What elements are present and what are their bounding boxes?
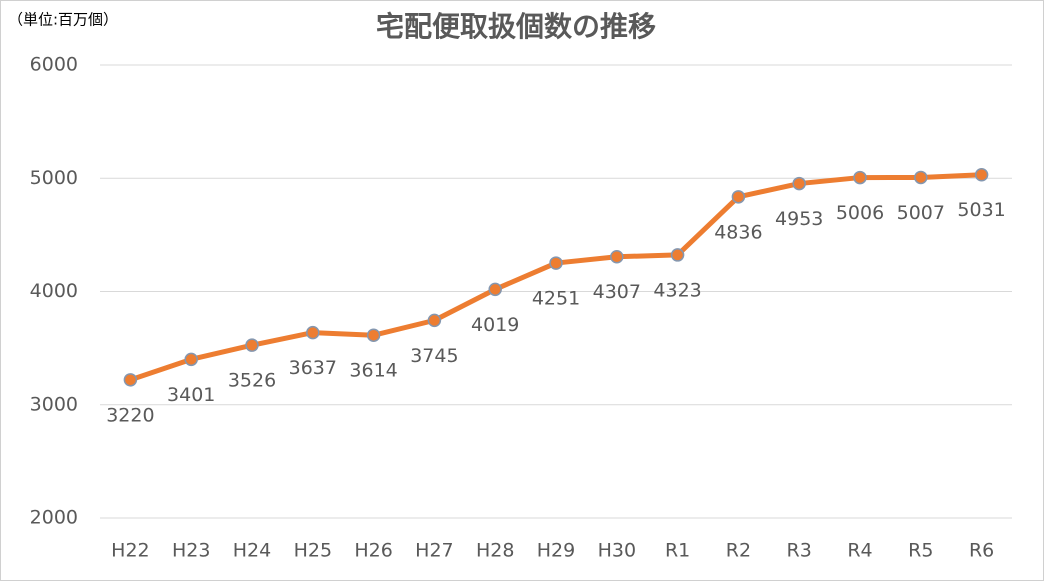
x-tick-label: H25 bbox=[294, 540, 332, 562]
data-label: 4307 bbox=[593, 281, 641, 303]
data-label: 5006 bbox=[836, 202, 884, 224]
data-point bbox=[853, 170, 867, 185]
x-tick-label: R5 bbox=[908, 540, 933, 562]
x-tick-label: R4 bbox=[847, 540, 872, 562]
data-label: 3526 bbox=[228, 370, 276, 392]
x-tick-label: R6 bbox=[969, 540, 994, 562]
x-tick-label: H28 bbox=[476, 540, 514, 562]
data-label: 4323 bbox=[653, 279, 701, 301]
x-tick-label: H26 bbox=[354, 540, 392, 562]
data-point bbox=[488, 282, 502, 297]
data-label: 3637 bbox=[289, 357, 337, 379]
data-point bbox=[123, 373, 138, 387]
x-tick-label: H23 bbox=[172, 540, 210, 562]
data-point bbox=[184, 352, 198, 367]
x-tick-label: R3 bbox=[787, 540, 812, 562]
data-point bbox=[366, 328, 381, 342]
x-tick-label: H22 bbox=[111, 540, 149, 562]
data-point bbox=[306, 325, 320, 340]
data-point bbox=[245, 338, 259, 352]
y-tick-label: 6000 bbox=[30, 54, 78, 76]
y-tick-label: 5000 bbox=[30, 167, 78, 189]
y-tick-label: 2000 bbox=[30, 507, 78, 529]
x-tick-label: H24 bbox=[233, 540, 271, 562]
data-label: 4019 bbox=[471, 314, 519, 336]
data-label: 4251 bbox=[532, 288, 580, 310]
data-label: 5007 bbox=[897, 202, 945, 224]
y-tick-label: 3000 bbox=[30, 393, 78, 415]
x-tick-label: H27 bbox=[415, 540, 453, 562]
data-point bbox=[549, 256, 563, 270]
data-label: 4953 bbox=[775, 208, 823, 230]
data-point bbox=[792, 176, 806, 191]
data-label: 3745 bbox=[410, 345, 458, 367]
x-tick-label: R2 bbox=[726, 540, 751, 562]
data-point bbox=[427, 313, 442, 328]
data-point bbox=[914, 170, 928, 185]
data-label: 5031 bbox=[957, 199, 1005, 221]
unit-label: （単位:百万個） bbox=[8, 11, 118, 29]
data-point bbox=[670, 248, 685, 262]
x-tick-label: H30 bbox=[598, 540, 636, 562]
x-tick-label: R1 bbox=[665, 540, 690, 562]
data-label: 3614 bbox=[349, 360, 397, 382]
data-point bbox=[610, 249, 624, 264]
data-label: 3220 bbox=[106, 404, 154, 426]
x-tick-label: H29 bbox=[537, 540, 575, 562]
chart-title: 宅配便取扱個数の推移 bbox=[376, 10, 656, 43]
data-point bbox=[974, 167, 989, 182]
data-point bbox=[731, 190, 746, 204]
data-label: 3401 bbox=[167, 384, 215, 406]
y-tick-label: 4000 bbox=[30, 280, 78, 302]
data-label: 4836 bbox=[714, 221, 762, 243]
